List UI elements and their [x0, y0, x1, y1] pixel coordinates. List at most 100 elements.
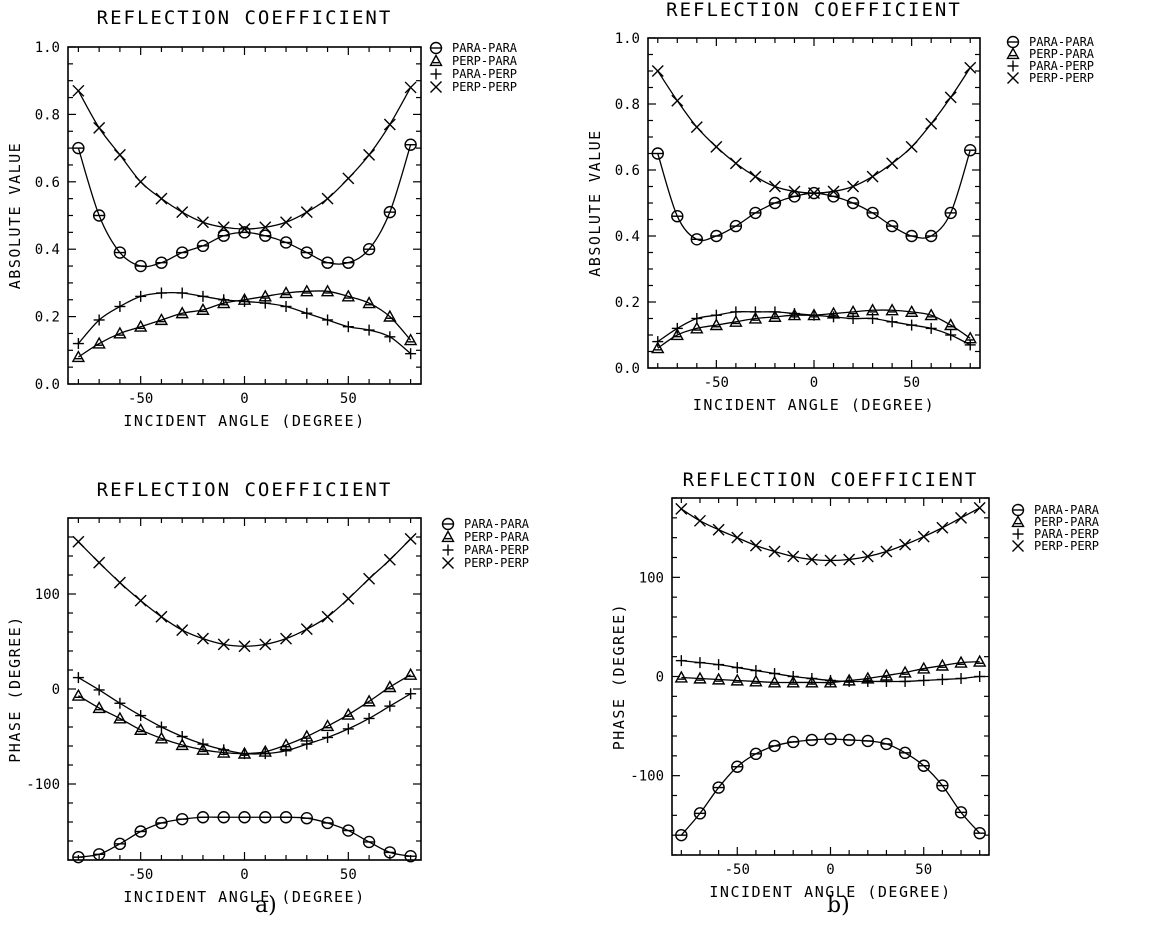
- data-point: [917, 759, 930, 772]
- legend-label: PARA-PARA: [1029, 35, 1095, 49]
- data-point: [405, 348, 417, 360]
- chart-b-magnitude: REFLECTION COEFFICIENT -50 0 50 0.0 0.2 0.4 0.6…: [586, 0, 1095, 414]
- x-tick-label: 0: [240, 391, 248, 407]
- data-point: [259, 811, 272, 824]
- data-point: [176, 812, 189, 826]
- data-point: [825, 674, 836, 686]
- data-point: [92, 336, 106, 349]
- series-line: [680, 738, 981, 836]
- data-point: [239, 295, 250, 307]
- data-point: [712, 523, 725, 536]
- data-point: [690, 233, 704, 246]
- data-point: [383, 309, 397, 322]
- data-point: [690, 121, 703, 134]
- data-point: [72, 672, 84, 684]
- data-point: [768, 739, 781, 753]
- data-point: [954, 806, 968, 819]
- data-point: [906, 319, 918, 331]
- data-point: [196, 216, 209, 229]
- legend-label: PARA-PERP: [452, 67, 517, 81]
- legend-marker: [1011, 515, 1025, 528]
- x-tick-label: -50: [725, 862, 750, 878]
- series-line: [78, 674, 411, 755]
- legend-marker: [1012, 528, 1024, 540]
- data-point: [176, 731, 188, 742]
- data-point: [954, 655, 968, 668]
- data-point: [196, 811, 210, 824]
- data-point: [196, 302, 210, 315]
- data-point: [113, 326, 127, 339]
- legend-label: PERP-PERP: [1034, 539, 1099, 553]
- data-point: [693, 807, 707, 820]
- data-point: [847, 180, 860, 193]
- data-point: [155, 192, 168, 205]
- data-point: [924, 308, 938, 321]
- x-tick-label: 50: [340, 867, 357, 883]
- data-point: [362, 242, 376, 256]
- series-line: [77, 87, 412, 230]
- data-point: [362, 835, 376, 849]
- series-para-perp: [652, 306, 976, 351]
- data-point: [259, 221, 272, 234]
- data-point: [690, 321, 704, 334]
- legend-label: PARA-PARA: [1034, 503, 1100, 517]
- data-point: [135, 290, 147, 302]
- data-point: [749, 539, 762, 552]
- data-point: [238, 222, 251, 235]
- data-point: [924, 229, 938, 243]
- data-point: [769, 306, 781, 318]
- y-tick-label: 0.8: [35, 107, 60, 123]
- data-point: [730, 673, 744, 686]
- data-point: [786, 675, 800, 688]
- data-point: [155, 721, 167, 733]
- data-point: [384, 331, 396, 343]
- data-point: [731, 662, 743, 674]
- legend-marker: [1012, 540, 1024, 552]
- x-tick-label: 50: [915, 862, 932, 878]
- data-point: [675, 502, 688, 515]
- data-point: [651, 147, 664, 160]
- data-point: [842, 733, 856, 747]
- legend-label: PERP-PERP: [452, 80, 517, 94]
- data-point: [671, 322, 683, 334]
- y-axis-label: ABSOLUTE VALUE: [6, 142, 24, 289]
- data-point: [280, 632, 293, 645]
- data-point: [279, 286, 293, 299]
- data-point: [154, 313, 169, 326]
- data-point: [886, 157, 899, 170]
- data-point: [238, 640, 251, 653]
- data-point: [973, 826, 986, 840]
- data-point: [712, 781, 725, 794]
- legend-marker: [441, 517, 455, 531]
- y-tick-label: -100: [630, 769, 664, 785]
- plot-frame: [67, 517, 422, 861]
- x-axis-label: INCIDENT ANGLE (DEGREE): [709, 883, 951, 901]
- data-point: [363, 572, 376, 585]
- data-point: [880, 545, 893, 558]
- legend-label: PARA-PARA: [464, 517, 530, 531]
- data-point: [944, 91, 957, 104]
- data-point: [300, 246, 313, 259]
- data-point: [944, 206, 957, 220]
- data-point: [176, 624, 189, 637]
- data-point: [767, 675, 782, 688]
- data-point: [113, 576, 126, 589]
- data-point: [363, 148, 376, 161]
- data-point: [322, 731, 334, 743]
- data-point: [670, 328, 684, 341]
- legend-label: PERP-PERP: [464, 556, 529, 570]
- data-point: [904, 304, 919, 317]
- data-point: [93, 556, 106, 569]
- data-point: [384, 700, 396, 712]
- data-point: [259, 748, 271, 760]
- legend-label: PERP-PARA: [1034, 515, 1100, 529]
- data-point: [731, 760, 744, 773]
- data-point: [217, 229, 230, 242]
- y-tick-label: 0.6: [615, 163, 640, 179]
- data-point: [383, 680, 397, 693]
- data-point: [808, 309, 820, 321]
- data-point: [693, 671, 707, 684]
- legend-label: PARA-PARA: [452, 41, 518, 55]
- y-tick-label: 1.0: [35, 40, 60, 56]
- legend-marker: [1011, 503, 1025, 517]
